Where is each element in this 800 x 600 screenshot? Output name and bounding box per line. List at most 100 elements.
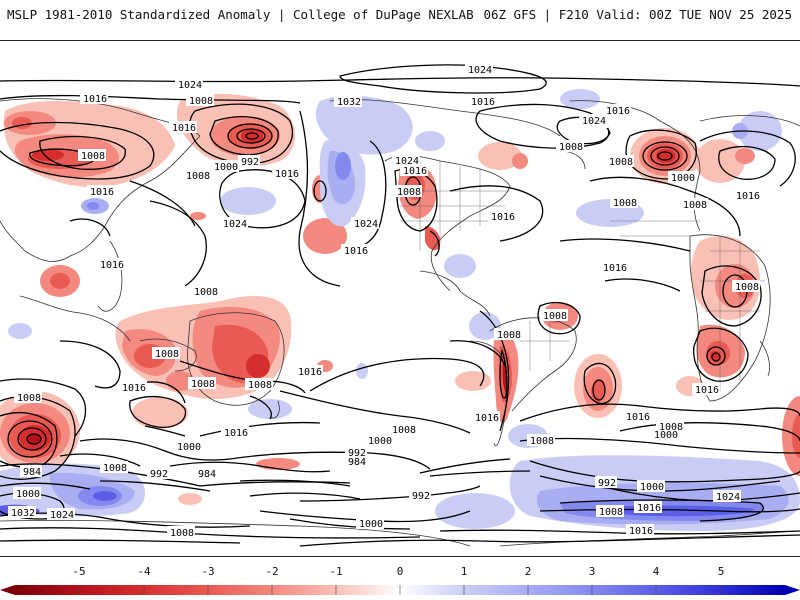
product-title: MSLP 1981-2010 Standardized Anomaly | Co… [7,7,474,22]
legend-tick: -2 [265,565,279,578]
isobar-label: 1008 [735,282,759,293]
isobar-label: 984 [348,457,366,468]
colorbar-segment [528,585,592,595]
isobar-label: 1000 [368,436,392,447]
isobar-label: 1016 [626,412,650,423]
colorbar-segment [656,585,721,595]
isobar-labels: 1024 1024 1016 1008 1016 1008 1016 992 1… [8,63,761,539]
isobar-label: 1024 [354,219,378,230]
isobar-label: 992 [348,448,366,459]
isobar-label: 1016 [471,97,495,108]
isobar-label: 1008 [559,142,583,153]
colorbar-segment [15,585,79,595]
isobar-label: 1008 [194,287,218,298]
isobar-label: 1016 [695,385,719,396]
isobar-label: 1016 [344,246,368,257]
anomaly-map: 1024 1024 1016 1008 1016 1008 1016 992 1… [0,40,800,557]
isobar-label: 1032 [337,97,361,108]
legend-tick: -3 [201,565,215,578]
legend-tick: 0 [396,565,404,578]
legend-tick: 3 [588,565,596,578]
isobar-label: 1016 [100,260,124,271]
colorbar-segment [400,585,464,595]
legend-tick: 5 [717,565,725,578]
isobar-label: 1008 [155,349,179,360]
isobars [0,64,800,547]
isobar-label: 1008 [170,528,194,539]
isobar-label: 1024 [468,65,492,76]
isobar-label: 1016 [736,191,760,202]
isobar-label: 992 [150,469,168,480]
isobar-label: 1008 [248,380,272,391]
colorbar-segment [464,585,528,595]
isobar-label: 1008 [17,393,41,404]
colorbar-segment [208,585,272,595]
isobar-label: 992 [241,157,259,168]
isobar-label: 1024 [50,510,74,521]
isobar-label: 1016 [603,263,627,274]
isobar-label: 992 [412,491,430,502]
isobar-label: 1024 [582,116,606,127]
isobar-label: 1032 [11,508,35,519]
isobar-label: 1000 [671,173,695,184]
isobar-label: 1008 [613,198,637,209]
isobar-label: 1008 [81,151,105,162]
anomaly-legend: -5 -4 -3 -2 -1 0 1 2 3 4 5 [0,565,800,600]
isobar-label: 1008 [103,463,127,474]
isobar-label: 1016 [403,166,427,177]
map-svg: 1024 1024 1016 1008 1016 1008 1016 992 1… [0,41,800,556]
legend-tick: -4 [137,565,151,578]
isobar-label: 1000 [214,162,238,173]
colorbar-min-arrow [0,585,15,595]
negative-anomaly-regions [0,93,800,505]
isobar-label: 1008 [497,330,521,341]
isobar-label: 1024 [716,492,740,503]
isobar-label: 1000 [177,442,201,453]
isobar-label: 1016 [122,383,146,394]
isobar-label: 1016 [298,367,322,378]
isobar-label: 1008 [191,379,215,390]
isobar-label: 1008 [599,507,623,518]
isobar-label: 1024 [178,80,202,91]
isobar-label: 1008 [543,311,567,322]
legend-tick: -1 [329,565,343,578]
isobar-label: 1016 [606,106,630,117]
isobar-label: 1000 [16,489,40,500]
isobar-label: 1016 [491,212,515,223]
model-valid-time: 06Z GFS | F210 Valid: 00Z TUE NOV 25 202… [483,7,792,22]
legend-colorbar [0,585,800,595]
legend-tick: -5 [72,565,86,578]
isobar-label: 1016 [629,526,653,537]
chart-header: MSLP 1981-2010 Standardized Anomaly | Co… [0,0,800,28]
colorbar-segment [79,585,144,595]
isobar-label: 1000 [654,430,678,441]
isobar-label: 992 [598,478,616,489]
isobar-label: 1008 [392,425,416,436]
isobar-label: 1000 [640,482,664,493]
isobar-label: 1008 [189,96,213,107]
legend-tick: 1 [460,565,468,578]
isobar-label: 1016 [90,187,114,198]
colorbar-segment [336,585,400,595]
isobar-label: 1000 [359,519,383,530]
isobar-label: 1008 [683,200,707,211]
isobar-label: 1016 [637,503,661,514]
isobar-label: 1008 [397,187,421,198]
colorbar-segment [721,585,785,595]
isobar-label: 1008 [530,436,554,447]
isobar-label: 1016 [172,123,196,134]
isobar-label: 1008 [659,422,683,433]
isobar-label: 984 [198,469,216,480]
isobar-label: 1024 [395,156,419,167]
isobar-label: 984 [23,467,41,478]
isobar-label: 1016 [475,413,499,424]
colorbar-segment [144,585,208,595]
isobar-label: 1016 [83,94,107,105]
isobar-label: 1024 [223,219,247,230]
isobar-label: 1016 [224,428,248,439]
colorbar-max-arrow [785,585,800,595]
isobar-label: 1008 [186,171,210,182]
legend-tick: 4 [652,565,660,578]
colorbar-segment [272,585,336,595]
colorbar-segment [592,585,656,595]
